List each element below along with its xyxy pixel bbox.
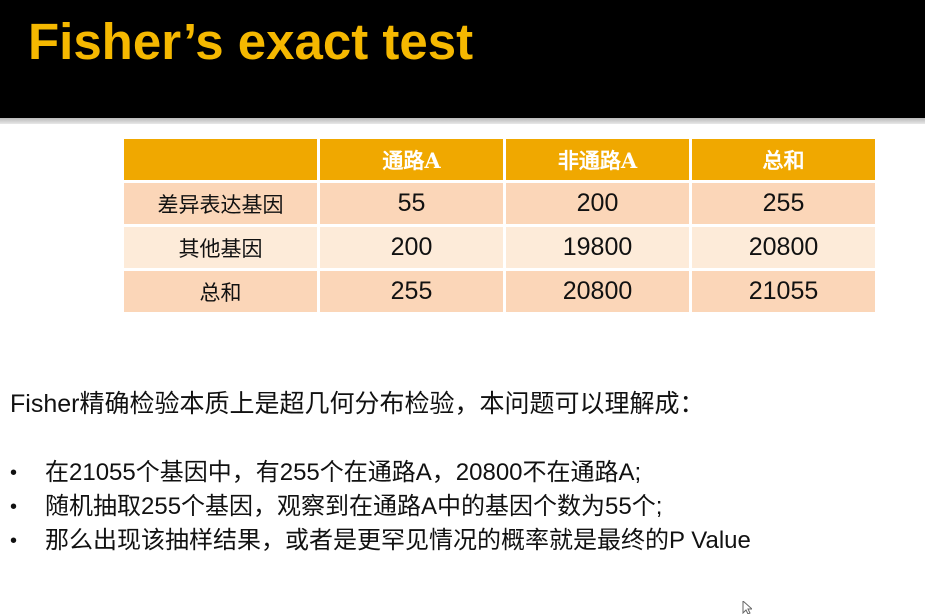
table-header-row: 通路A 非通路A 总和 bbox=[124, 139, 875, 180]
contingency-table: 通路A 非通路A 总和 差异表达基因 55 200 255 其他基因 200 1… bbox=[121, 136, 878, 315]
bullet-item: • 在21055个基因中，有255个在通路A，20800不在通路A; bbox=[10, 456, 751, 490]
table-cell: 55 bbox=[320, 183, 503, 224]
table-row: 其他基因 200 19800 20800 bbox=[124, 227, 875, 268]
table-row: 总和 255 20800 21055 bbox=[124, 271, 875, 312]
table-cell: 200 bbox=[320, 227, 503, 268]
row-label-de-genes: 差异表达基因 bbox=[124, 183, 317, 224]
table-cell: 255 bbox=[692, 183, 875, 224]
table-header-total: 总和 bbox=[692, 139, 875, 180]
row-label-total: 总和 bbox=[124, 271, 317, 312]
bullet-list: • 在21055个基因中，有255个在通路A，20800不在通路A; • 随机抽… bbox=[10, 456, 751, 558]
table-cell: 21055 bbox=[692, 271, 875, 312]
slide-title: Fisher’s exact test bbox=[28, 13, 474, 70]
table-header-non-pathway-a: 非通路A bbox=[506, 139, 689, 180]
mouse-pointer-icon bbox=[742, 601, 752, 614]
bullet-item: • 随机抽取255个基因，观察到在通路A中的基因个数为55个; bbox=[10, 490, 751, 524]
table-header-pathway-a: 通路A bbox=[320, 139, 503, 180]
bullet-icon: • bbox=[10, 530, 18, 552]
table-cell: 255 bbox=[320, 271, 503, 312]
bullet-text: 在21055个基因中，有255个在通路A，20800不在通路A; bbox=[45, 459, 642, 486]
intro-text: Fisher精确检验本质上是超几何分布检验，本问题可以理解成： bbox=[10, 390, 705, 418]
table-cell: 19800 bbox=[506, 227, 689, 268]
table-row: 差异表达基因 55 200 255 bbox=[124, 183, 875, 224]
title-divider bbox=[0, 118, 925, 124]
bullet-icon: • bbox=[10, 496, 18, 518]
bullet-text: 随机抽取255个基因，观察到在通路A中的基因个数为55个; bbox=[45, 493, 663, 520]
bullet-text: 那么出现该抽样结果，或者是更罕见情况的概率就是最终的P Value bbox=[45, 527, 751, 554]
bullet-icon: • bbox=[10, 462, 18, 484]
bullet-item: • 那么出现该抽样结果，或者是更罕见情况的概率就是最终的P Value bbox=[10, 524, 751, 558]
title-bar: Fisher’s exact test bbox=[0, 0, 925, 118]
row-label-other-genes: 其他基因 bbox=[124, 227, 317, 268]
table-cell: 200 bbox=[506, 183, 689, 224]
table-cell: 20800 bbox=[506, 271, 689, 312]
table-cell: 20800 bbox=[692, 227, 875, 268]
table-header-cell-empty bbox=[124, 139, 317, 180]
